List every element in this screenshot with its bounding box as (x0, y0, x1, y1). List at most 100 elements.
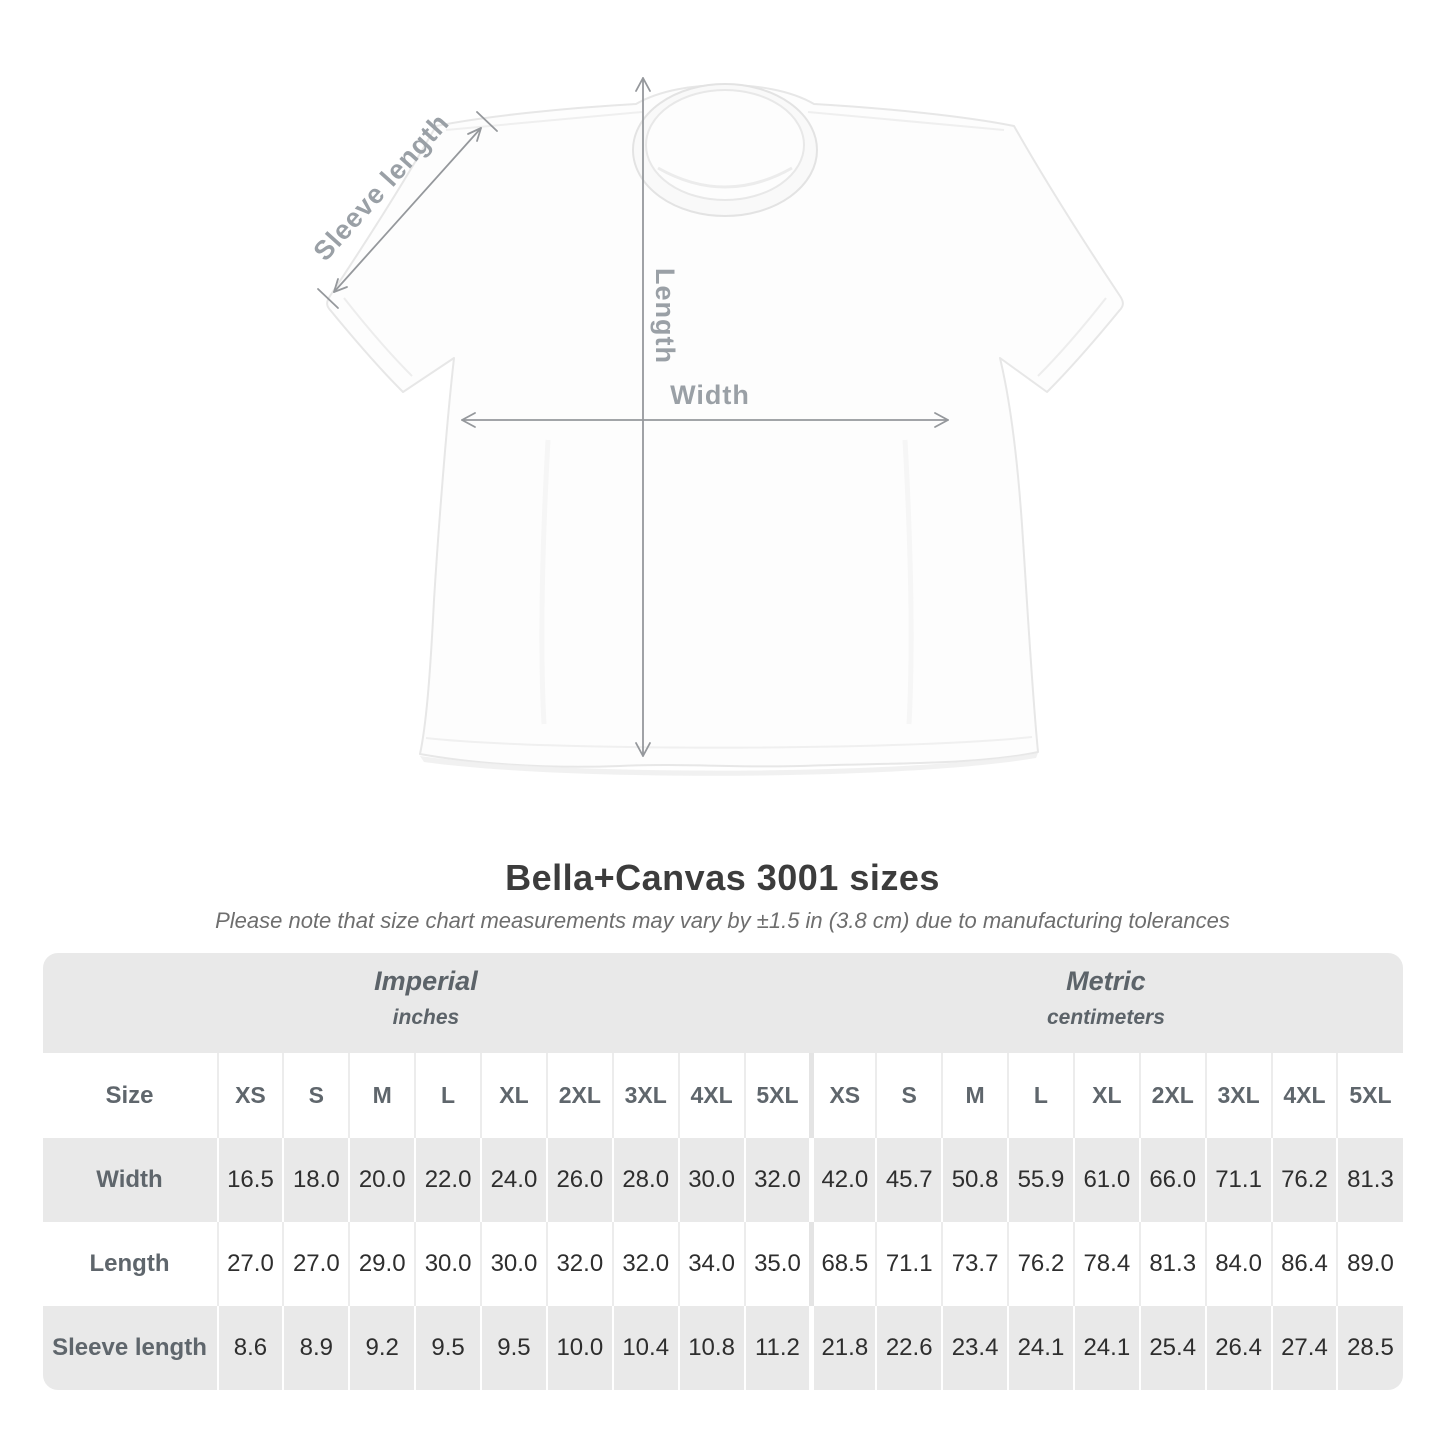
measurement-row-width: Width 16.5 18.0 20.0 22.0 24.0 26.0 28.0 30.0 32.… (42, 1138, 1403, 1222)
value-metric-2xl: 25.4 (1138, 1306, 1205, 1390)
value-metric-xs: 68.5 (809, 1222, 876, 1306)
value-imperial-3xl: 32.0 (611, 1222, 678, 1306)
tshirt-measurement-diagram: Sleeve length Length Width (308, 77, 1124, 776)
value-metric-5xl: 81.3 (1336, 1138, 1403, 1222)
measurement-row-length: Length 27.0 27.0 29.0 30.0 30.0 32.0 32.0 34.0 35… (42, 1222, 1403, 1306)
size-header-metric-3xl: 3XL (1204, 1053, 1271, 1138)
size-header-imperial-2xl: 2XL (545, 1053, 612, 1138)
value-imperial-xl: 9.5 (480, 1306, 546, 1390)
shoulder-seam-left (445, 111, 643, 131)
value-metric-xs: 42.0 (809, 1138, 876, 1222)
size-header-imperial-xl: XL (480, 1053, 546, 1138)
size-header-metric-2xl: 2XL (1138, 1053, 1205, 1138)
imperial-section-header: Imperial inches (42, 953, 810, 1053)
sleeve-fold-left (343, 297, 413, 377)
value-imperial-2xl: 26.0 (545, 1138, 612, 1222)
value-imperial-m: 9.2 (348, 1306, 415, 1390)
value-imperial-3xl: 28.0 (611, 1138, 678, 1222)
metric-label: Metric (1066, 966, 1146, 996)
size-header-metric-s: S (875, 1053, 942, 1138)
value-imperial-l: 30.0 (414, 1222, 480, 1306)
size-header-imperial-m: M (348, 1053, 415, 1138)
value-imperial-5xl: 32.0 (743, 1138, 810, 1222)
value-imperial-5xl: 11.2 (743, 1306, 810, 1390)
size-header-metric-m: M (941, 1053, 1007, 1138)
imperial-label: Imperial (374, 966, 478, 996)
size-header-metric-xs: XS (809, 1053, 876, 1138)
size-header-imperial-5xl: 5XL (743, 1053, 810, 1138)
value-metric-m: 73.7 (941, 1222, 1007, 1306)
size-header-metric-l: L (1007, 1053, 1073, 1138)
size-header-imperial-xs: XS (216, 1053, 283, 1138)
tshirt-body (326, 84, 1124, 768)
size-header-metric-5xl: 5XL (1336, 1053, 1403, 1138)
metric-section-header: Metric centimeters (809, 953, 1403, 1053)
value-metric-m: 23.4 (941, 1306, 1007, 1390)
value-metric-2xl: 66.0 (1138, 1138, 1205, 1222)
page-title: Bella+Canvas 3001 sizes (505, 857, 940, 898)
length-arrow (635, 77, 651, 757)
collar-inner-shadow (657, 166, 793, 189)
length-label: Length (650, 268, 680, 364)
value-imperial-xl: 30.0 (480, 1222, 546, 1306)
value-metric-3xl: 26.4 (1204, 1306, 1271, 1390)
value-imperial-m: 29.0 (348, 1222, 415, 1306)
size-table-body: Width 16.5 18.0 20.0 22.0 24.0 26.0 28.0 30.0 32.… (42, 1138, 1403, 1390)
width-arrow (461, 412, 949, 428)
value-metric-4xl: 76.2 (1270, 1138, 1337, 1222)
value-imperial-2xl: 10.0 (545, 1306, 612, 1390)
row-label: Length (42, 1222, 217, 1306)
size-header-metric-4xl: 4XL (1270, 1053, 1337, 1138)
row-label: Sleeve length (42, 1306, 217, 1390)
value-metric-4xl: 27.4 (1270, 1306, 1337, 1390)
width-label: Width (670, 380, 750, 410)
tshirt-diagram-svg: Sleeve length Length Width (308, 77, 1124, 776)
value-metric-xs: 21.8 (809, 1306, 876, 1390)
value-metric-5xl: 89.0 (1336, 1222, 1403, 1306)
value-metric-s: 45.7 (875, 1138, 942, 1222)
value-metric-m: 50.8 (941, 1138, 1007, 1222)
size-column-header: Size (42, 1053, 217, 1138)
value-metric-3xl: 84.0 (1204, 1222, 1271, 1306)
size-table: Imperial inches Metric centimeters Size … (42, 953, 1403, 1390)
value-metric-xl: 24.1 (1072, 1306, 1139, 1390)
collar-opening (645, 89, 805, 201)
value-imperial-m: 20.0 (348, 1138, 415, 1222)
value-metric-l: 24.1 (1007, 1306, 1073, 1390)
hem-stitch (425, 736, 1033, 749)
size-header-imperial-s: S (282, 1053, 349, 1138)
tolerance-note: Please note that size chart measurements… (215, 908, 1230, 933)
value-imperial-3xl: 10.4 (611, 1306, 678, 1390)
value-imperial-xs: 27.0 (216, 1222, 283, 1306)
value-metric-5xl: 28.5 (1336, 1306, 1403, 1390)
size-header-imperial-4xl: 4XL (677, 1053, 744, 1138)
value-imperial-4xl: 10.8 (677, 1306, 744, 1390)
size-header-imperial-3xl: 3XL (611, 1053, 678, 1138)
value-imperial-xs: 8.6 (216, 1306, 283, 1390)
value-metric-l: 55.9 (1007, 1138, 1073, 1222)
value-imperial-5xl: 35.0 (743, 1222, 810, 1306)
sleeve-fold-right (1037, 297, 1107, 377)
value-imperial-s: 27.0 (282, 1222, 349, 1306)
wrinkle-left (539, 439, 551, 725)
value-imperial-xs: 16.5 (216, 1138, 283, 1222)
size-header-row: Size XS S M L XL 2XL 3XL 4XL 5XL XS S M L XL 2XL 3XL 4XL… (42, 1053, 1403, 1138)
value-metric-s: 22.6 (875, 1306, 942, 1390)
value-metric-l: 76.2 (1007, 1222, 1073, 1306)
metric-units: centimeters (1046, 1006, 1165, 1029)
sleeve-length-arrow (317, 111, 498, 309)
value-metric-4xl: 86.4 (1270, 1222, 1337, 1306)
value-metric-xl: 61.0 (1072, 1138, 1139, 1222)
imperial-units: inches (392, 1006, 460, 1029)
value-imperial-l: 22.0 (414, 1138, 480, 1222)
value-imperial-s: 8.9 (282, 1306, 349, 1390)
value-imperial-s: 18.0 (282, 1138, 349, 1222)
measurement-row-sleeve-length: Sleeve length 8.6 8.9 9.2 9.5 9.5 10.0 10.4 10.8… (42, 1306, 1403, 1390)
value-metric-s: 71.1 (875, 1222, 942, 1306)
hem-shadow (420, 753, 1038, 776)
size-header-imperial-l: L (414, 1053, 480, 1138)
value-imperial-xl: 24.0 (480, 1138, 546, 1222)
value-imperial-4xl: 34.0 (677, 1222, 744, 1306)
size-header-metric-xl: XL (1072, 1053, 1139, 1138)
